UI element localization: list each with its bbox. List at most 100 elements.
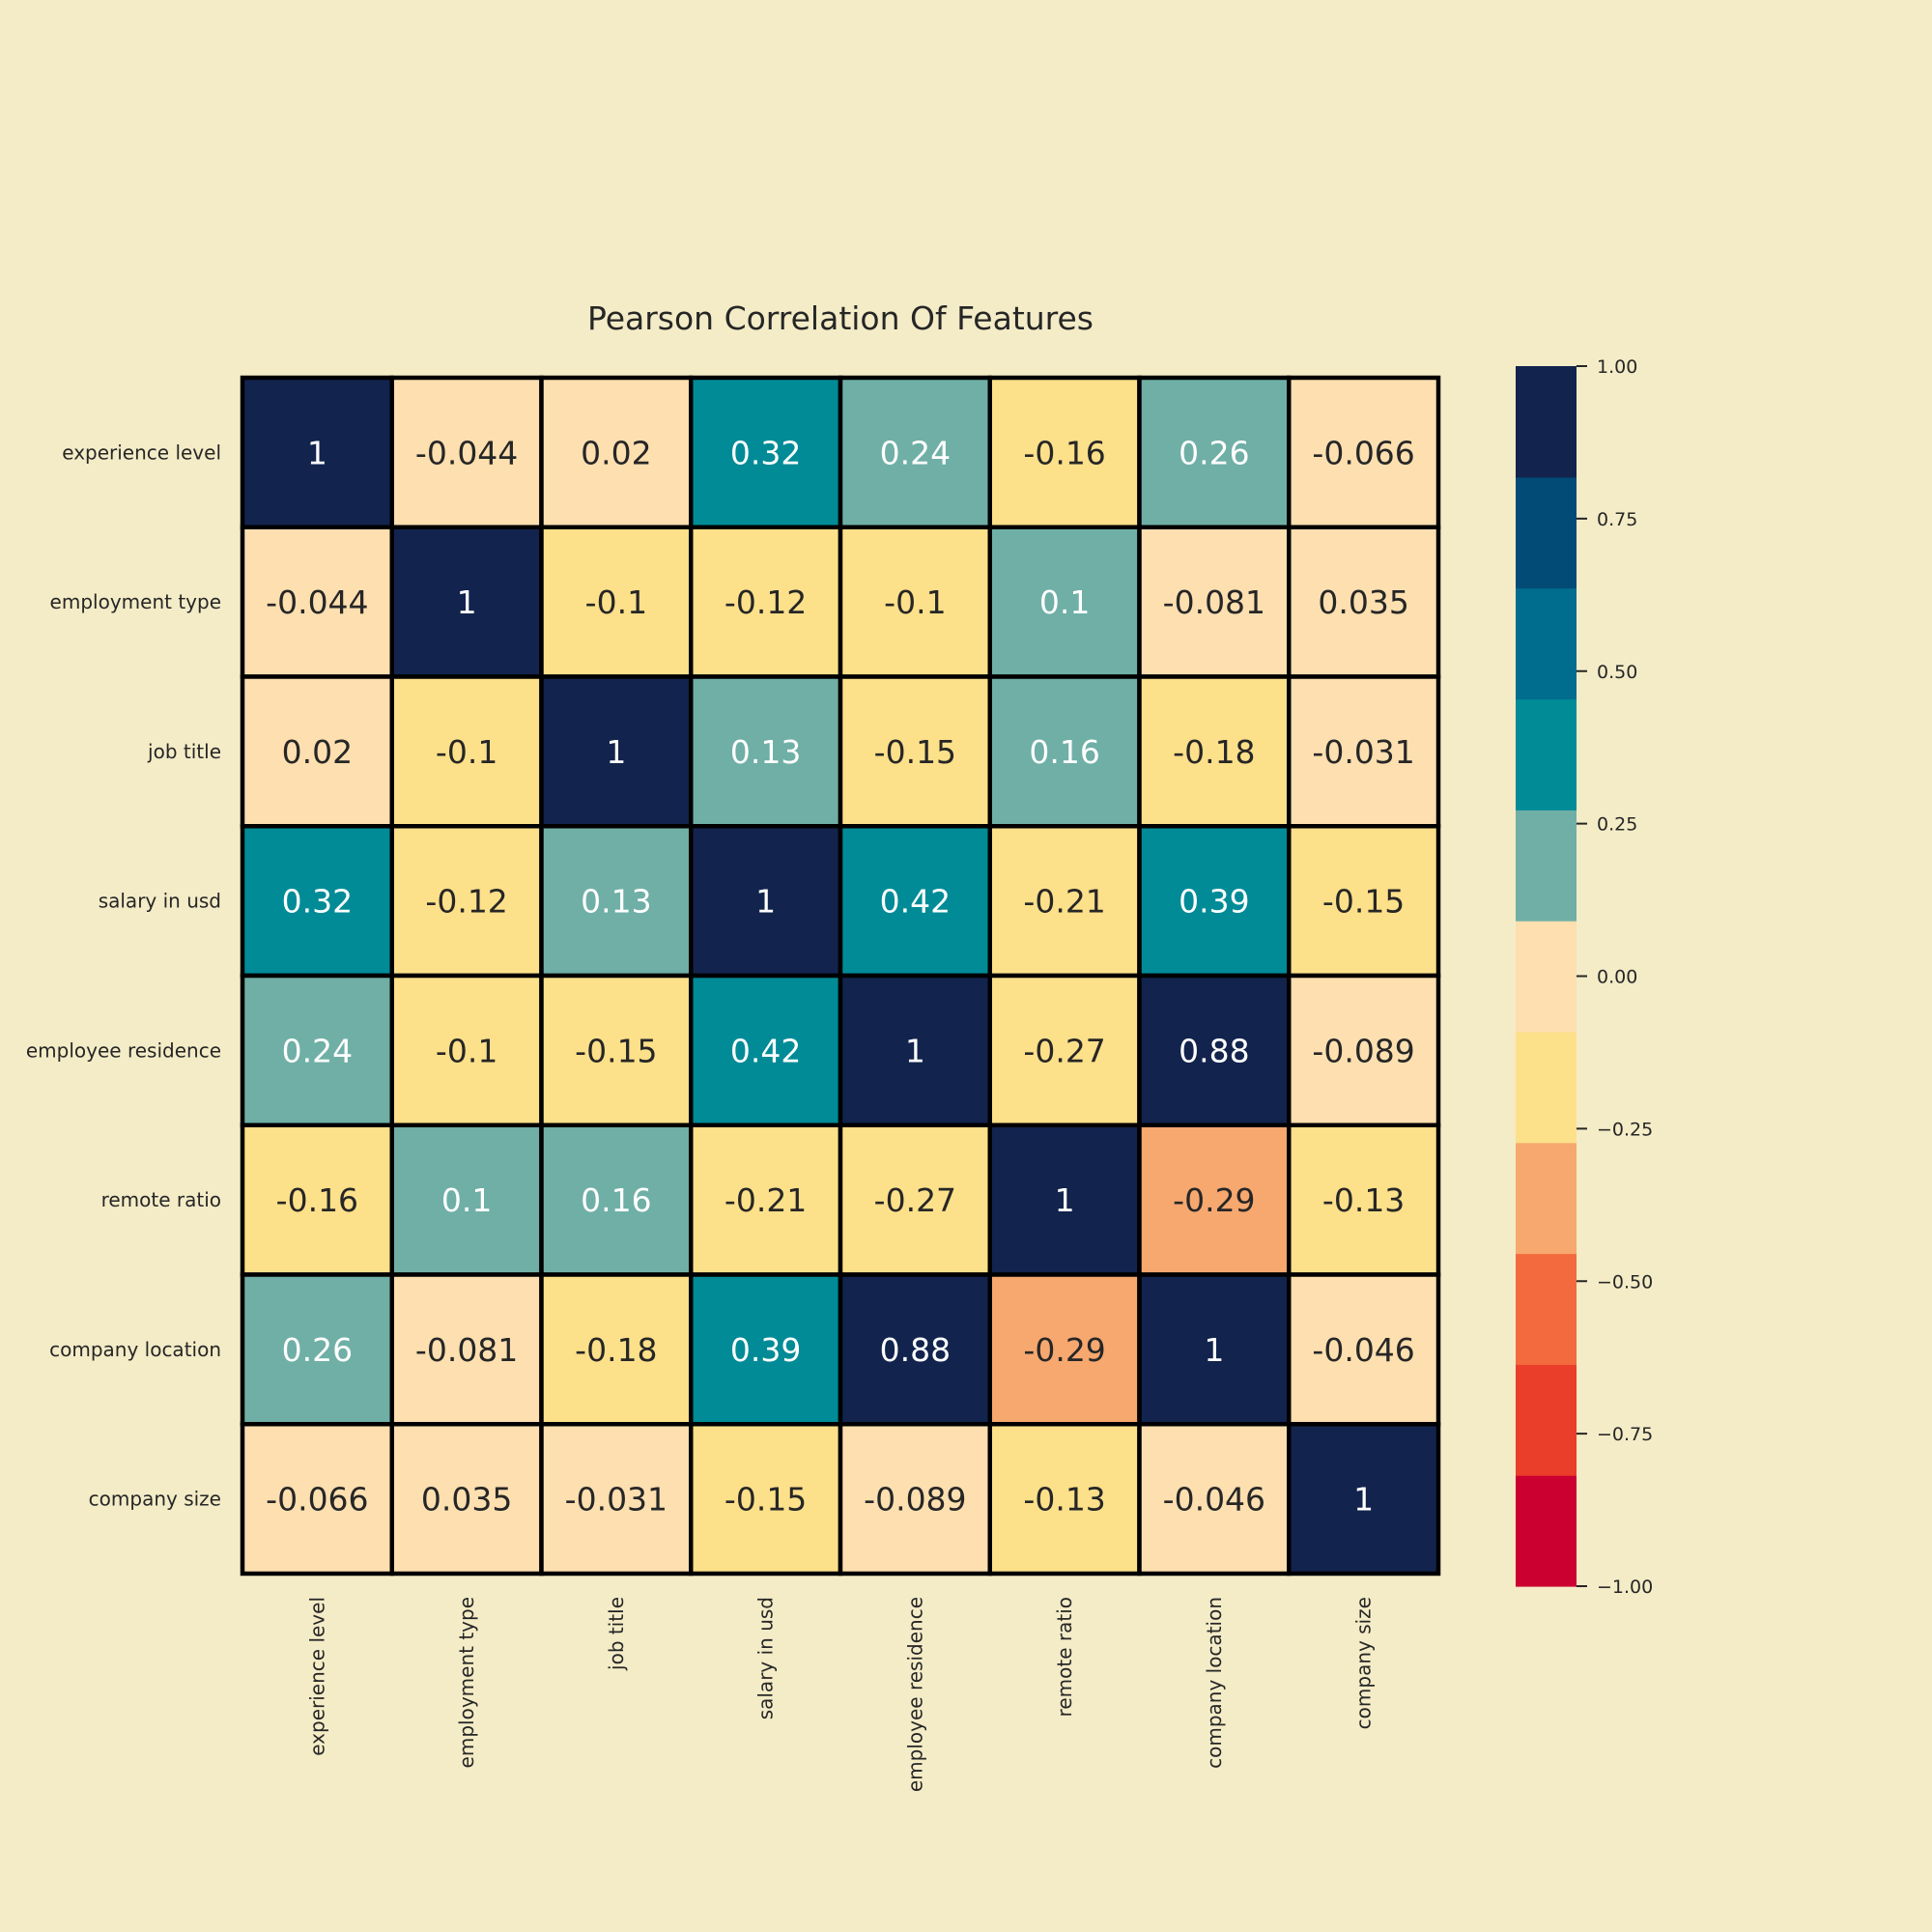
column-labels: experience level employment type job title… — [305, 1597, 1375, 1792]
heatmap-cell — [1137, 674, 1292, 829]
row-label: company size — [89, 1488, 221, 1511]
cell-value-label: 0.42 — [880, 883, 951, 921]
colorbar-tick-label: −0.25 — [1597, 1119, 1653, 1140]
cell-value-label: -0.16 — [276, 1181, 358, 1219]
cell-value-label: 0.88 — [880, 1331, 951, 1369]
colorbar-segment — [1516, 366, 1577, 478]
heatmap-cell — [838, 1272, 992, 1427]
column-label: experience level — [305, 1597, 328, 1756]
heatmap-cell — [987, 1422, 1142, 1577]
cell-value-label: -0.16 — [1023, 434, 1105, 471]
colorbar-segment — [1516, 587, 1577, 700]
cell-value-label: 1 — [1353, 1481, 1374, 1519]
heatmap-cell — [1287, 1272, 1441, 1427]
column-label: remote ratio — [1053, 1597, 1076, 1717]
cell-value-label: 0.1 — [1039, 583, 1090, 621]
cell-value-label: 1 — [1055, 1181, 1075, 1219]
cell-value-label: -0.044 — [415, 434, 518, 471]
cell-value-label: 0.88 — [1179, 1032, 1249, 1069]
cell-value-label: -0.089 — [1312, 1032, 1414, 1069]
row-label: company location — [49, 1338, 221, 1361]
cell-value-label: 1 — [457, 583, 477, 621]
heatmap-cell — [389, 375, 544, 529]
heatmap-cell — [1287, 375, 1441, 529]
heatmap-cell — [987, 674, 1142, 829]
heatmap-cell — [838, 1122, 992, 1277]
heatmap-cell — [240, 674, 394, 829]
cell-value-label: 1 — [755, 883, 776, 921]
column-label: employment type — [455, 1597, 478, 1768]
cell-value-label: -0.21 — [1023, 883, 1105, 921]
cell-value-label: -0.066 — [1312, 434, 1414, 471]
heatmap-cell — [1287, 525, 1441, 679]
cell-value-label: -0.044 — [266, 583, 368, 621]
heatmap-cell — [987, 375, 1142, 529]
row-label: job title — [147, 740, 221, 763]
heatmap-cell — [838, 1422, 992, 1577]
column-label: employee residence — [903, 1597, 926, 1792]
cell-value-label: 1 — [307, 434, 327, 471]
cell-value-label: -0.031 — [1312, 733, 1414, 771]
heatmap-cell — [689, 525, 843, 679]
row-label: employment type — [50, 590, 221, 613]
row-label: experience level — [62, 440, 221, 464]
cell-value-label: -0.1 — [436, 733, 497, 771]
cell-value-label: -0.046 — [1163, 1481, 1265, 1519]
cell-value-label: -0.13 — [1322, 1181, 1405, 1219]
cell-value-label: 1 — [606, 733, 626, 771]
heatmap-cell — [689, 973, 843, 1127]
cell-value-label: -0.1 — [585, 583, 647, 621]
cell-value-label: -0.15 — [1322, 883, 1405, 921]
cell-value-label: -0.081 — [415, 1331, 518, 1369]
cell-value-label: -0.081 — [1163, 583, 1265, 621]
heatmap-cells: 1 -0.044 0.02 0.32 0.24 -0.16 0.26 -0.066 -0.044… — [240, 375, 1441, 1577]
cell-value-label: -0.15 — [874, 733, 956, 771]
cell-value-label: 0.24 — [282, 1032, 353, 1069]
cell-value-label: 0.13 — [581, 883, 651, 921]
cell-value-label: -0.12 — [724, 583, 807, 621]
cell-value-label: 0.39 — [730, 1331, 801, 1369]
colorbar-segment — [1516, 1475, 1577, 1587]
colorbar-tick-label: −0.50 — [1597, 1271, 1653, 1293]
cell-value-label: -0.29 — [1023, 1331, 1105, 1369]
heatmap-cell — [240, 1422, 394, 1577]
heatmap-cell — [240, 375, 394, 529]
cell-value-label: 0.035 — [421, 1481, 512, 1519]
column-label: job title — [605, 1597, 628, 1671]
colorbar-segment — [1516, 1253, 1577, 1365]
cell-value-label: -0.18 — [575, 1331, 657, 1369]
column-label: company size — [1352, 1597, 1376, 1729]
cell-value-label: 0.16 — [1029, 733, 1099, 771]
row-label: employee residence — [26, 1038, 221, 1062]
cell-value-label: 0.32 — [282, 883, 353, 921]
colorbar-segment — [1516, 1364, 1577, 1476]
heatmap-cell — [987, 525, 1142, 679]
heatmap-cell — [389, 1122, 544, 1277]
chart-title: Pearson Correlation Of Features — [587, 299, 1094, 337]
heatmap-cell — [389, 525, 544, 679]
colorbar-segment — [1516, 921, 1577, 1033]
row-label: remote ratio — [101, 1188, 221, 1211]
cell-value-label: 0.02 — [282, 733, 353, 771]
cell-value-label: -0.066 — [266, 1481, 368, 1519]
cell-value-label: -0.15 — [724, 1481, 807, 1519]
heatmap-cell — [987, 1272, 1142, 1427]
colorbar-segment — [1516, 1142, 1577, 1255]
heatmap-cell — [539, 674, 694, 829]
column-label: salary in usd — [754, 1597, 778, 1719]
heatmap-cell — [1287, 1122, 1441, 1277]
heatmap-cell — [389, 1272, 544, 1427]
heatmap-cell — [1137, 824, 1292, 979]
heatmap-cell — [1287, 1422, 1441, 1577]
cell-value-label: -0.089 — [864, 1481, 966, 1519]
colorbar-tick-label: 0.75 — [1597, 509, 1637, 530]
cell-value-label: 1 — [1204, 1331, 1224, 1369]
heatmap-cell — [987, 1122, 1142, 1277]
cell-value-label: 0.24 — [880, 434, 951, 471]
column-label: company location — [1203, 1597, 1226, 1769]
cell-value-label: 0.13 — [730, 733, 801, 771]
colorbar-tick-label: 0.25 — [1597, 814, 1637, 836]
colorbar-segment — [1516, 698, 1577, 810]
